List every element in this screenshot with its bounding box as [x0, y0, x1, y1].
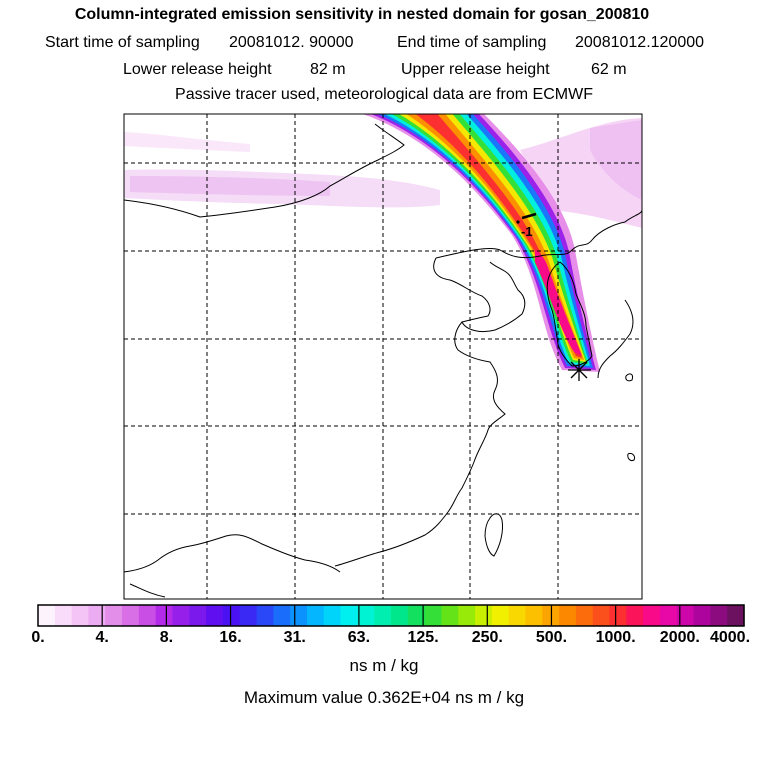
colorbar-tick-label: 250.	[471, 629, 503, 646]
colorbar-cell	[424, 605, 443, 626]
colorbar-tick-label: 4.	[95, 629, 109, 646]
colorbar-cells	[38, 605, 745, 626]
colorbar-cell	[105, 605, 123, 626]
end-time-label: End time of sampling	[397, 34, 547, 51]
end-time-value: 20081012.120000	[575, 34, 705, 51]
colorbar-cell	[676, 605, 695, 626]
colorbar-cell	[592, 605, 611, 626]
inland-feature	[129, 583, 166, 598]
colorbar-cell	[391, 605, 409, 626]
colorbar-cell	[693, 605, 711, 626]
start-time-label: Start time of sampling	[45, 34, 200, 51]
colorbar-cell	[273, 605, 291, 626]
faint-field-north	[124, 132, 250, 152]
colorbar-cell	[710, 605, 728, 626]
colorbar-cell	[239, 605, 258, 626]
colorbar-cell	[340, 605, 358, 626]
colorbar-cell	[306, 605, 325, 626]
colorbar-tick-label: 125.	[407, 629, 439, 646]
start-time-value: 20081012. 90000	[229, 34, 354, 51]
colorbar-cell	[441, 605, 459, 626]
korea-peninsula	[546, 261, 593, 367]
plot-title: Column-integrated emission sensitivity i…	[74, 6, 650, 23]
colorbar-cell	[626, 605, 644, 626]
colorbar-tick-label: 1000.	[595, 629, 636, 646]
colorbar-units: ns m / kg	[349, 656, 419, 675]
colorbar-cell	[71, 605, 90, 626]
colorbar-cell	[643, 605, 661, 626]
colorbar-cell	[559, 605, 577, 626]
plume-label-tick	[521, 212, 537, 220]
coastlines	[124, 123, 642, 598]
colorbar-separators	[101, 605, 681, 626]
plume-label-marker: -1	[516, 212, 537, 239]
hainan-border	[124, 534, 341, 573]
colorbar-cell	[374, 605, 392, 626]
colorbar-tick-label: 2000.	[659, 629, 700, 646]
colorbar-cell	[508, 605, 527, 626]
colorbar-cell	[155, 605, 174, 626]
mongolia-border	[124, 123, 405, 218]
colorbar-cell	[172, 605, 190, 626]
colorbar-cell	[222, 605, 241, 626]
colorbar-cell	[38, 605, 56, 626]
colorbar-cell	[323, 605, 342, 626]
faint-field-east-core	[590, 120, 642, 200]
colorbar-cell	[290, 605, 308, 626]
plume-label-dot	[516, 220, 520, 224]
colorbar-cell	[256, 605, 274, 626]
colorbar-cell	[727, 605, 745, 626]
colorbar-cell	[88, 605, 106, 626]
colorbar-frame	[37, 604, 745, 627]
colorbar-cell	[189, 605, 207, 626]
upper-release-value: 62 m	[591, 61, 627, 78]
colorbar-cell	[458, 605, 476, 626]
taiwan-island	[484, 513, 503, 557]
plume-band-outer	[362, 114, 600, 372]
colorbar-cell	[206, 605, 224, 626]
colorbar-tick-label: 8.	[159, 629, 174, 646]
colorbar-cell	[659, 605, 678, 626]
colorbar-cell	[357, 605, 375, 626]
colorbar-cell	[609, 605, 627, 626]
receptor-star-icon	[568, 359, 591, 381]
star-stroke	[570, 361, 588, 379]
colorbar-cell	[475, 605, 493, 626]
faint-field-west-core	[130, 176, 330, 196]
maximum-value-line: Maximum value 0.362E+04 ns m / kg	[0, 688, 768, 708]
china-east-coast	[334, 321, 506, 567]
colorbar-tick-label: 31.	[283, 629, 306, 646]
colorbar-tick-label: 4000.	[709, 629, 751, 646]
maximum-label: Maximum value	[243, 688, 363, 707]
lower-release-label: Lower release height	[123, 61, 272, 78]
lower-release-value: 82 m	[310, 61, 346, 78]
colorbar-cell	[122, 605, 140, 626]
colorbar-cell	[575, 605, 594, 626]
maximum-units: ns m / kg	[455, 688, 525, 707]
upper-release-label: Upper release height	[401, 61, 550, 78]
colorbar-cell	[491, 605, 510, 626]
colorbar-tick-label: 0.	[31, 629, 45, 646]
colorbar-cell	[407, 605, 426, 626]
colorbar-cell	[525, 605, 543, 626]
colorbar-cell	[54, 605, 73, 626]
colorbar-tick-label: 500.	[535, 629, 568, 646]
colorbar-cell	[138, 605, 157, 626]
sensitivity-field	[124, 114, 642, 372]
data-source-note: Passive tracer used, meteorological data…	[175, 86, 593, 103]
colorbar-tick-label: 16.	[219, 629, 242, 646]
manchuria-border	[435, 209, 642, 259]
japan-coast	[597, 299, 635, 461]
lat-lon-grid	[124, 114, 642, 599]
maximum-value: 0.362E+04	[367, 688, 451, 707]
colorbar-tick-label: 63.	[347, 629, 371, 646]
bohai-coast	[433, 257, 526, 333]
plume-age-label: -1	[521, 224, 533, 239]
map-frame	[123, 113, 643, 600]
